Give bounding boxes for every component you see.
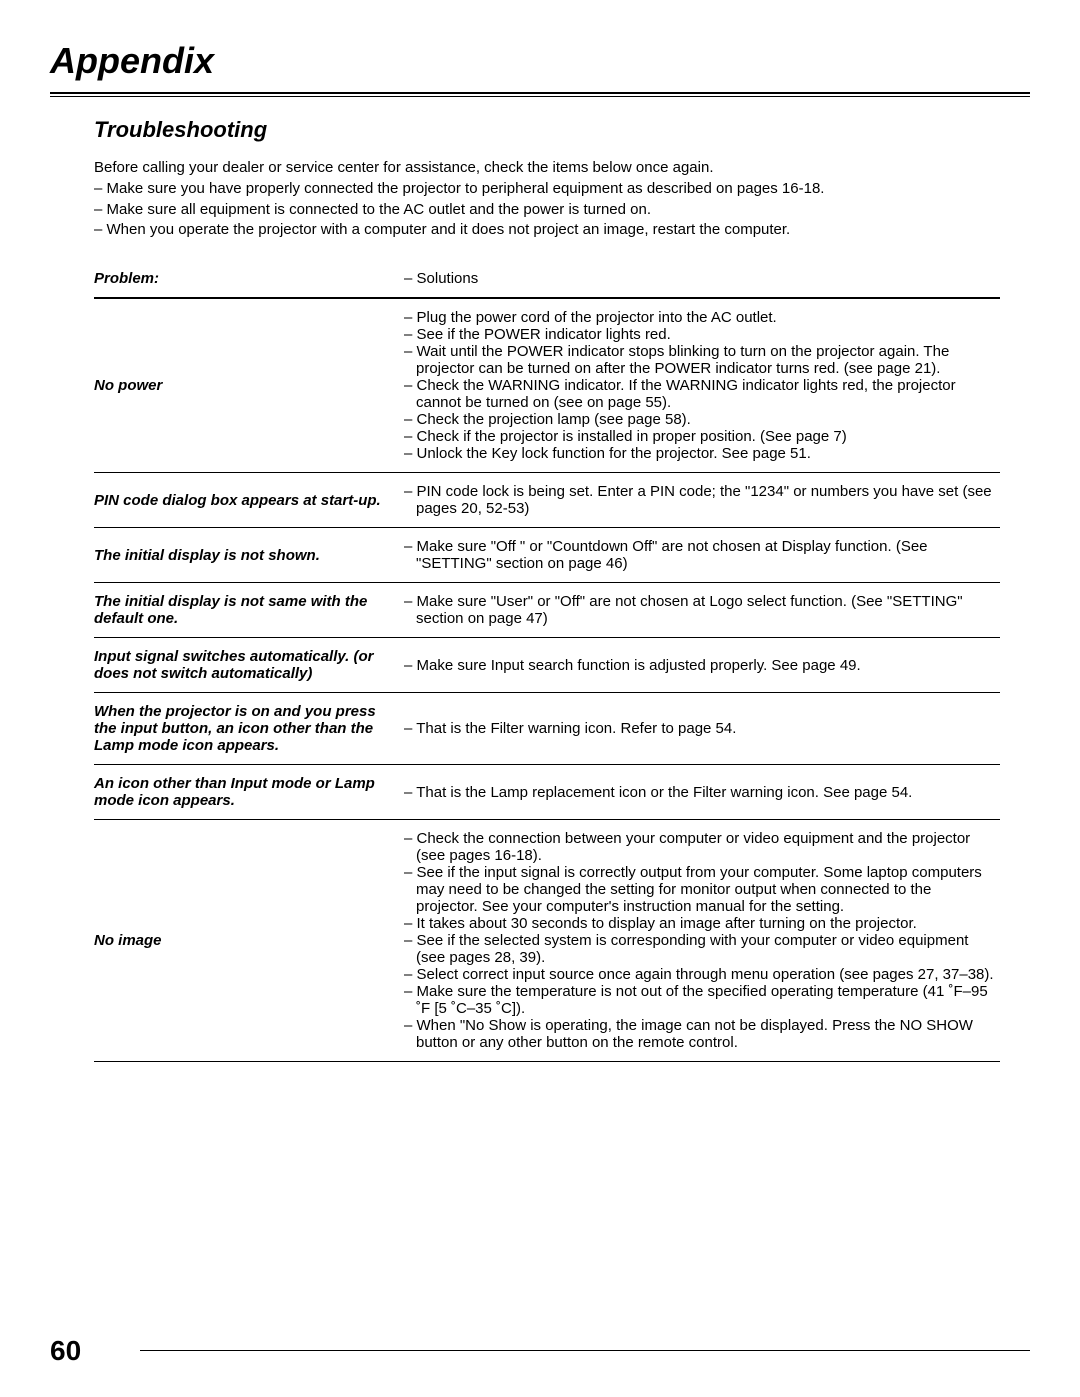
table-body: No power – Plug the power cord of the pro… <box>94 298 1000 1062</box>
intro-line: – Make sure all equipment is connected t… <box>94 201 1000 220</box>
problem-cell: The initial display is not shown. <box>94 528 404 583</box>
problem-cell: Input signal switches automatically. (or… <box>94 638 404 693</box>
solution-line: – Make sure the temperature is not out o… <box>404 983 994 1017</box>
problem-cell: The initial display is not same with the… <box>94 583 404 638</box>
section-title: Troubleshooting <box>94 117 1000 143</box>
solution-cell: – Plug the power cord of the projector i… <box>404 298 1000 473</box>
problem-label: When the projector is on and you press t… <box>94 703 376 754</box>
solution-line: – It takes about 30 seconds to display a… <box>404 915 994 932</box>
solution-line: – Plug the power cord of the projector i… <box>404 309 994 326</box>
table-row: An icon other than Input mode or Lamp mo… <box>94 765 1000 820</box>
problem-label: The initial display is not same with the… <box>94 593 367 627</box>
solution-cell: – Check the connection between your comp… <box>404 820 1000 1062</box>
solution-line: – Make sure Input search function is adj… <box>404 657 994 674</box>
solution-line: – That is the Filter warning icon. Refer… <box>404 720 994 737</box>
footer-rule <box>140 1350 1030 1351</box>
solution-line: – Unlock the Key lock function for the p… <box>404 445 994 462</box>
content-area: Troubleshooting Before calling your deal… <box>50 97 1030 1062</box>
table-row: The initial display is not shown. – Make … <box>94 528 1000 583</box>
appendix-title: Appendix <box>50 40 1030 86</box>
problem-label: No power <box>94 377 162 394</box>
intro-block: Before calling your dealer or service ce… <box>94 159 1000 240</box>
solution-line: – That is the Lamp replacement icon or t… <box>404 784 994 801</box>
column-header-problem: Problem: <box>94 260 404 298</box>
intro-line: – When you operate the projector with a … <box>94 221 1000 240</box>
solution-line: – Check the connection between your comp… <box>404 830 994 864</box>
problem-label: An icon other than Input mode or Lamp mo… <box>94 775 375 809</box>
intro-line: – Make sure you have properly connected … <box>94 180 1000 199</box>
solution-line: – Wait until the POWER indicator stops b… <box>404 343 994 377</box>
solution-cell: – PIN code lock is being set. Enter a PI… <box>404 473 1000 528</box>
intro-line: Before calling your dealer or service ce… <box>94 159 1000 178</box>
page: Appendix Troubleshooting Before calling … <box>0 0 1080 1062</box>
table-row: When the projector is on and you press t… <box>94 693 1000 765</box>
table-row: No image – Check the connection between y… <box>94 820 1000 1062</box>
column-header-solutions: – Solutions <box>404 260 1000 298</box>
solution-line: – Check the projection lamp (see page 58… <box>404 411 994 428</box>
solution-line: – Select correct input source once again… <box>404 966 994 983</box>
table-row: Input signal switches automatically. (or… <box>94 638 1000 693</box>
solution-line: – PIN code lock is being set. Enter a PI… <box>404 483 994 517</box>
solution-line: – See if the POWER indicator lights red. <box>404 326 994 343</box>
troubleshooting-table: Problem: – Solutions No power – Plug the … <box>94 260 1000 1062</box>
problem-cell: No power <box>94 298 404 473</box>
solution-line: – See if the input signal is correctly o… <box>404 864 994 915</box>
table-row: PIN code dialog box appears at start-up.… <box>94 473 1000 528</box>
problem-label: No image <box>94 932 162 949</box>
problem-label: PIN code dialog box appears at start-up. <box>94 492 381 509</box>
solution-cell: – That is the Filter warning icon. Refer… <box>404 693 1000 765</box>
page-number: 60 <box>50 1335 81 1367</box>
problem-label: The initial display is not shown. <box>94 547 320 564</box>
solution-cell: – Make sure Input search function is adj… <box>404 638 1000 693</box>
solution-cell: – That is the Lamp replacement icon or t… <box>404 765 1000 820</box>
problem-cell: When the projector is on and you press t… <box>94 693 404 765</box>
solution-line: – Make sure "Off " or "Countdown Off" ar… <box>404 538 994 572</box>
problem-cell: PIN code dialog box appears at start-up. <box>94 473 404 528</box>
table-row: No power – Plug the power cord of the pro… <box>94 298 1000 473</box>
table-row: The initial display is not same with the… <box>94 583 1000 638</box>
solution-line: – When "No Show is operating, the image … <box>404 1017 994 1051</box>
solution-line: – See if the selected system is correspo… <box>404 932 994 966</box>
problem-cell: An icon other than Input mode or Lamp mo… <box>94 765 404 820</box>
solution-line: – Make sure "User" or "Off" are not chos… <box>404 593 994 627</box>
solution-line: – Check if the projector is installed in… <box>404 428 994 445</box>
solution-cell: – Make sure "User" or "Off" are not chos… <box>404 583 1000 638</box>
problem-label: Input signal switches automatically. (or… <box>94 648 374 682</box>
solution-line: – Check the WARNING indicator. If the WA… <box>404 377 994 411</box>
problem-cell: No image <box>94 820 404 1062</box>
solution-cell: – Make sure "Off " or "Countdown Off" ar… <box>404 528 1000 583</box>
